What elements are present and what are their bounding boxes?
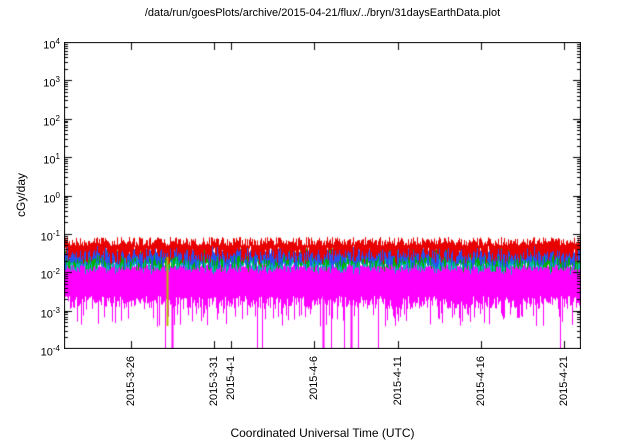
y-tick-label: 10-2 — [40, 267, 60, 282]
y-tick-label: 101 — [43, 152, 60, 167]
plot-title: /data/run/goesPlots/archive/2015-04-21/f… — [144, 7, 501, 19]
y-tick-label: 10-3 — [40, 305, 60, 321]
y-tick-label: 100 — [43, 190, 60, 206]
y-tick-label: 104 — [43, 37, 60, 52]
plot-canvas — [64, 42, 581, 349]
y-tick-label: 10-1 — [40, 228, 60, 244]
y-tick-label: 10-4 — [40, 344, 60, 359]
x-axis-label: Coordinated Universal Time (UTC) — [230, 426, 415, 440]
y-tick-label: 102 — [43, 113, 60, 129]
y-tick-label: 103 — [43, 75, 60, 91]
